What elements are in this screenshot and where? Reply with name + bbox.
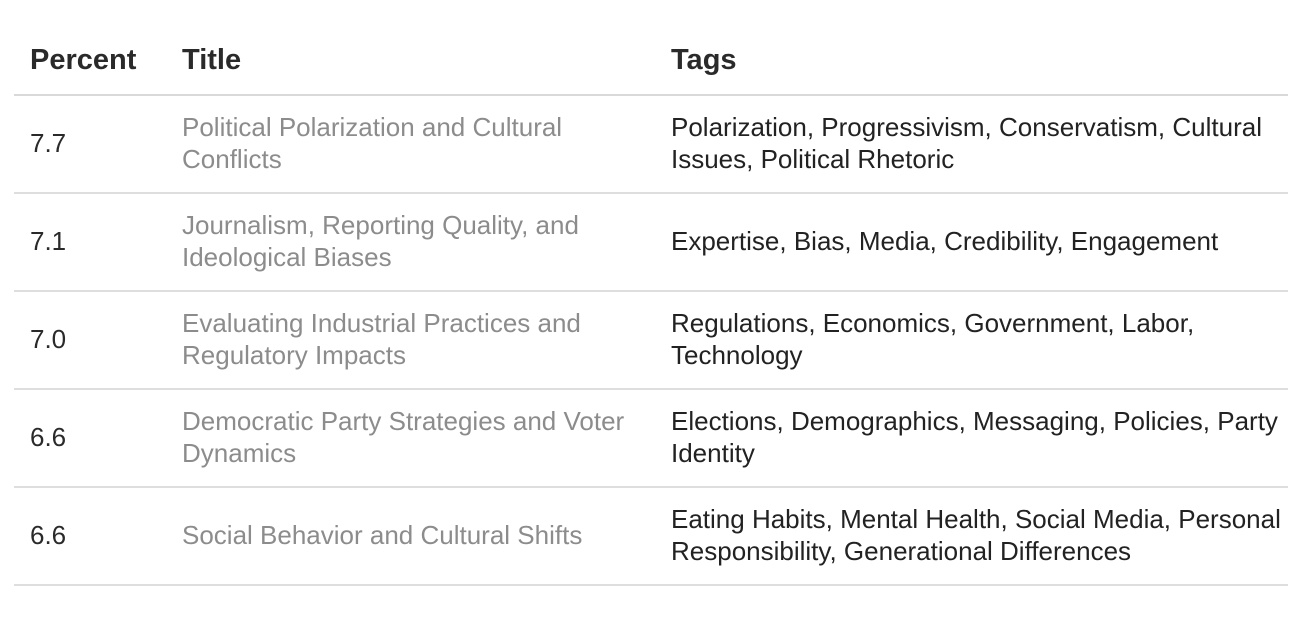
- table-row: 7.0 Evaluating Industrial Practices and …: [14, 291, 1288, 390]
- header-title: Title: [166, 26, 655, 96]
- cell-tags: Elections, Demographics, Messaging, Poli…: [655, 389, 1288, 488]
- cell-tags: Polarization, Progressivism, Conservatis…: [655, 95, 1288, 194]
- cell-percent: 7.1: [14, 193, 166, 292]
- topics-table-container: Percent Title Tags 7.7 Political Polariz…: [14, 26, 1288, 586]
- cell-title: Political Polarization and Cultural Conf…: [166, 95, 655, 194]
- table-row: 6.6 Social Behavior and Cultural Shifts …: [14, 487, 1288, 586]
- cell-title: Journalism, Reporting Quality, and Ideol…: [166, 193, 655, 292]
- cell-title: Social Behavior and Cultural Shifts: [166, 487, 655, 586]
- cell-title: Evaluating Industrial Practices and Regu…: [166, 291, 655, 390]
- header-percent: Percent: [14, 26, 166, 96]
- cell-tags: Eating Habits, Mental Health, Social Med…: [655, 487, 1288, 586]
- cell-tags: Expertise, Bias, Media, Credibility, Eng…: [655, 193, 1288, 292]
- cell-tags: Regulations, Economics, Government, Labo…: [655, 291, 1288, 390]
- cell-percent: 6.6: [14, 487, 166, 586]
- cell-percent: 7.7: [14, 95, 166, 194]
- table-row: 6.6 Democratic Party Strategies and Vote…: [14, 389, 1288, 488]
- table-row: 7.1 Journalism, Reporting Quality, and I…: [14, 193, 1288, 292]
- table-body: 7.7 Political Polarization and Cultural …: [14, 95, 1288, 586]
- header-row: Percent Title Tags: [14, 26, 1288, 96]
- topics-table: Percent Title Tags 7.7 Political Polariz…: [14, 26, 1288, 586]
- header-tags: Tags: [655, 26, 1288, 96]
- cell-percent: 6.6: [14, 389, 166, 488]
- table-row: 7.7 Political Polarization and Cultural …: [14, 95, 1288, 194]
- cell-percent: 7.0: [14, 291, 166, 390]
- cell-title: Democratic Party Strategies and Voter Dy…: [166, 389, 655, 488]
- table-header: Percent Title Tags: [14, 26, 1288, 96]
